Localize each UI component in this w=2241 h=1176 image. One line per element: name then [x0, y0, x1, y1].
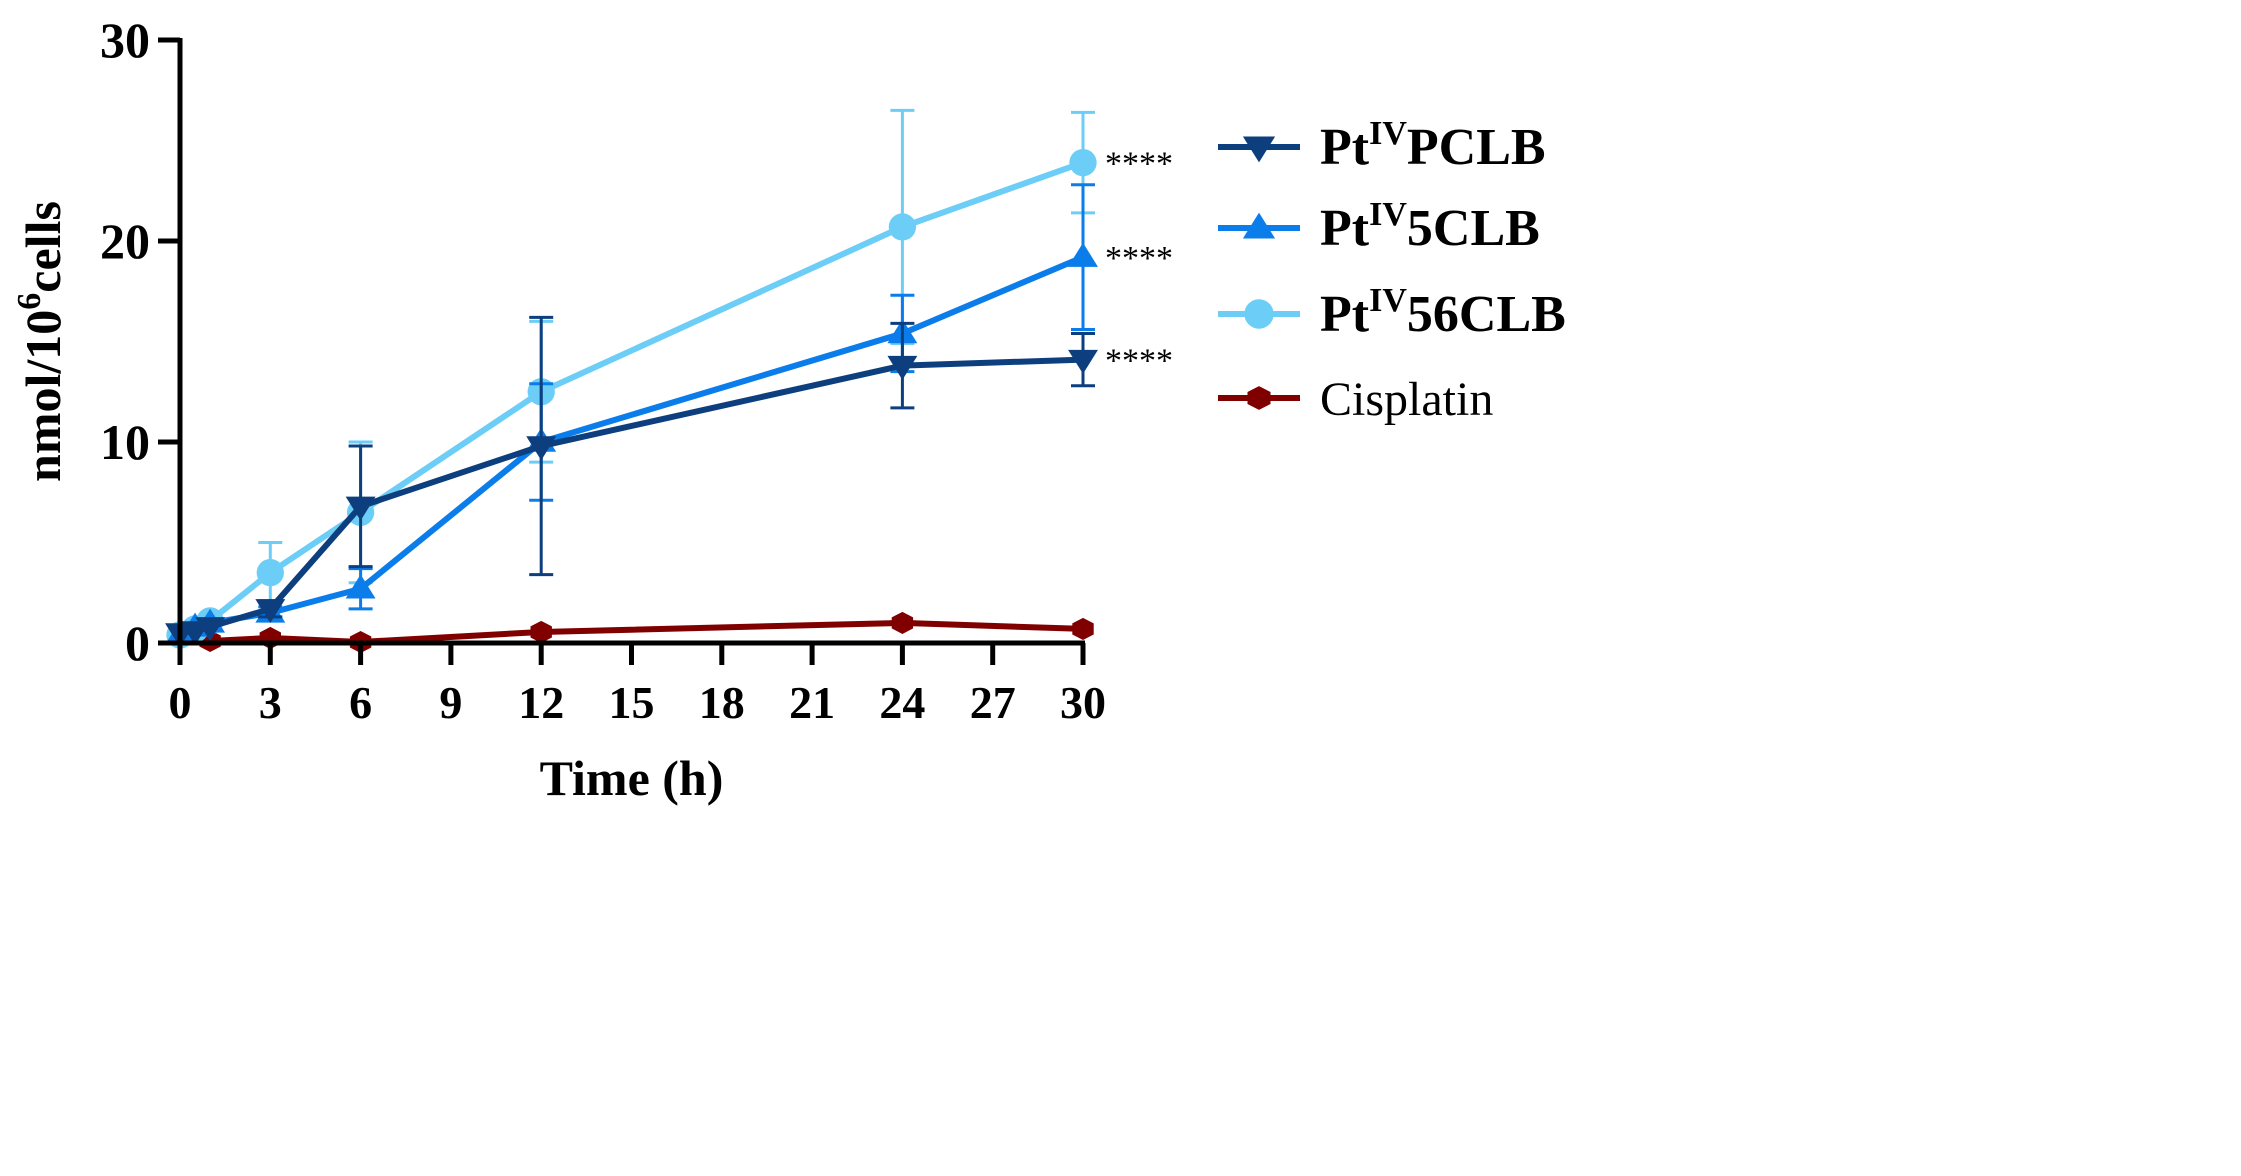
plot-area: **** **** **** — [165, 108, 1173, 654]
x-tick-label: 30 — [1060, 677, 1106, 728]
x-tick-label: 24 — [879, 677, 925, 728]
y-tick-label: 0 — [125, 615, 150, 671]
data-point — [345, 496, 376, 521]
data-point — [255, 599, 286, 624]
series-ptivpclb: **** — [165, 315, 1173, 648]
legend-marker — [1242, 212, 1276, 239]
data-point — [888, 213, 917, 241]
legend-marker — [1244, 299, 1274, 329]
axes: 0 10 20 30 0 3 6 9 12 15 18 21 24 27 30 Time (h) nmol/10… — [11, 12, 1106, 806]
data-point — [891, 611, 914, 634]
x-tick-label: 27 — [970, 677, 1016, 728]
x-tick-label: 6 — [349, 677, 372, 728]
legend-item: PtIV5CLB — [1218, 196, 1540, 257]
y-axis-title: nmol/106cells — [11, 201, 71, 482]
data-point — [530, 620, 552, 643]
significance-label: **** — [1105, 240, 1173, 277]
data-point — [1069, 148, 1097, 177]
legend-item: PtIVPCLB — [1218, 115, 1546, 176]
legend-marker — [1242, 136, 1276, 163]
x-tick-label: 3 — [259, 677, 282, 728]
legend-item: PtIV56CLB — [1218, 282, 1566, 343]
legend-label-base: Pt — [1320, 119, 1370, 176]
significance-label: **** — [1105, 146, 1173, 183]
legend-label-rest: 56CLB — [1407, 286, 1566, 343]
legend-label: PtIV5CLB — [1320, 196, 1540, 257]
y-tick-label: 30 — [100, 12, 150, 68]
legend-label-sup: IV — [1369, 115, 1407, 152]
series-ptiv56clb: **** — [166, 108, 1173, 649]
data-point — [887, 355, 918, 380]
x-tick-label: 9 — [439, 677, 462, 728]
legend-label: PtIV56CLB — [1320, 282, 1566, 343]
x-tick-label: 21 — [789, 677, 835, 728]
series-cisplatin — [199, 611, 1094, 654]
series-line — [179, 356, 1084, 636]
data-point — [1072, 617, 1094, 640]
x-tick-label: 15 — [609, 677, 655, 728]
x-axis-title: Time (h) — [540, 750, 724, 806]
legend-label-sup: IV — [1369, 196, 1407, 233]
legend-label-base: Cisplatin — [1320, 373, 1493, 426]
data-point — [256, 559, 284, 587]
x-tick-label: 12 — [518, 677, 564, 728]
x-tick-label: 0 — [169, 677, 192, 728]
y-tick-label: 20 — [100, 213, 150, 269]
data-point — [1068, 349, 1098, 374]
legend-item: Cisplatin — [1218, 373, 1493, 426]
series-line — [178, 159, 1085, 638]
significance-label: **** — [1105, 343, 1173, 380]
data-point — [345, 574, 376, 599]
legend-marker — [1247, 386, 1271, 410]
legend-label: Cisplatin — [1320, 373, 1493, 426]
data-point — [1068, 242, 1098, 267]
x-tick-label: 18 — [699, 677, 745, 728]
y-axis-title-sup: 6 — [11, 293, 48, 310]
data-point — [195, 617, 226, 642]
legend-label-rest: PCLB — [1407, 119, 1546, 176]
data-point — [526, 436, 557, 461]
legend-label-sup: IV — [1369, 282, 1407, 319]
legend-label: PtIVPCLB — [1320, 115, 1546, 176]
y-axis-title-rest: cells — [15, 201, 71, 293]
legend-label-base: Pt — [1320, 286, 1370, 343]
y-tick-label: 10 — [100, 414, 150, 470]
legend-label-rest: 5CLB — [1407, 200, 1540, 257]
series-line — [209, 619, 1084, 645]
y-axis-title-base: nmol/10 — [15, 310, 71, 482]
legend-label-base: Pt — [1320, 200, 1370, 257]
series-line — [178, 254, 1085, 638]
